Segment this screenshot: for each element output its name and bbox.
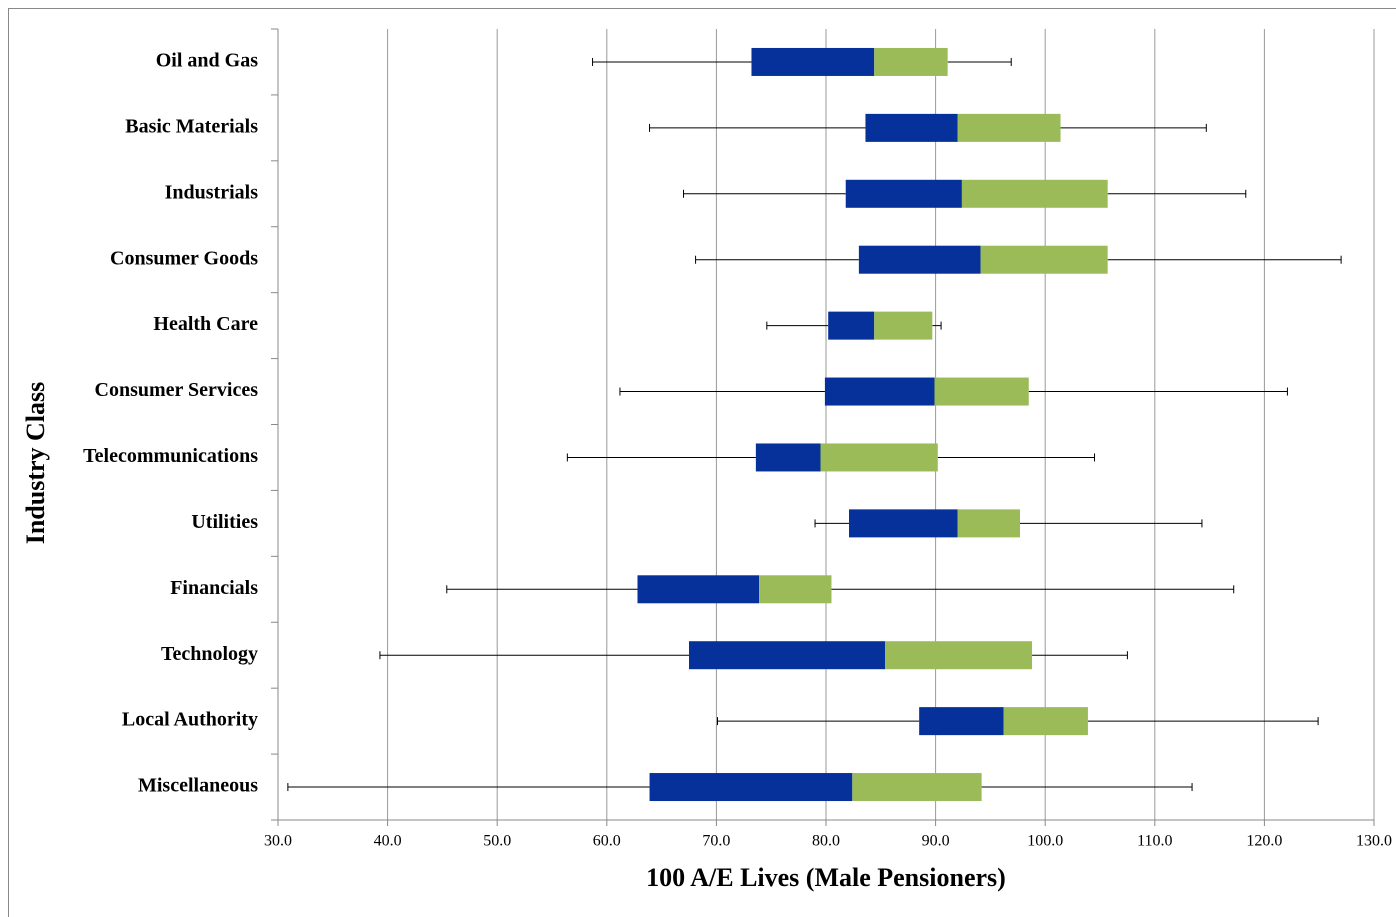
box-lower [849, 509, 958, 538]
box-lower [649, 773, 853, 802]
box-lower [919, 707, 1004, 736]
category-label: Basic Materials [125, 115, 258, 137]
x-axis-title: 100 A/E Lives (Male Pensioners) [646, 863, 1006, 892]
box-upper [957, 113, 1061, 142]
x-tick-label: 60.0 [593, 833, 621, 850]
box-upper [961, 179, 1108, 208]
category-label: Miscellaneous [138, 775, 258, 797]
x-tick-label: 130.0 [1356, 833, 1392, 850]
category-label: Oil and Gas [156, 50, 258, 72]
category-label: Financials [170, 577, 258, 599]
category-label: Technology [161, 643, 258, 665]
box-upper [874, 47, 948, 76]
box-upper [820, 443, 938, 472]
category-label: Health Care [153, 313, 258, 335]
chart-frame [8, 8, 1396, 917]
category-label: Consumer Services [95, 379, 259, 401]
box-lower [689, 641, 886, 670]
box-upper [1003, 707, 1088, 736]
box-upper [980, 245, 1108, 274]
x-tick-label: 70.0 [702, 833, 730, 850]
x-tick-label: 120.0 [1246, 833, 1282, 850]
category-label: Telecommunications [83, 445, 258, 467]
box-upper [885, 641, 1033, 670]
box-lower [824, 377, 935, 406]
box-lower [858, 245, 981, 274]
box-lower [845, 179, 962, 208]
x-tick-label: 100.0 [1027, 833, 1063, 850]
category-label: Consumer Goods [110, 247, 258, 269]
box-upper [874, 311, 933, 340]
box-lower [755, 443, 821, 472]
category-label: Industrials [165, 181, 259, 203]
x-tick-label: 30.0 [264, 833, 292, 850]
x-tick-label: 90.0 [922, 833, 950, 850]
y-axis-title: Industry Class [21, 382, 50, 545]
x-tick-label: 50.0 [483, 833, 511, 850]
box-lower [828, 311, 875, 340]
box-lower [751, 47, 875, 76]
box-upper [852, 773, 982, 802]
box-upper [957, 509, 1020, 538]
category-label: Utilities [191, 511, 258, 533]
box-upper [759, 575, 832, 604]
box-lower [637, 575, 760, 604]
x-tick-label: 110.0 [1137, 833, 1172, 850]
box-lower [865, 113, 958, 142]
x-tick-label: 40.0 [374, 833, 402, 850]
box-upper [934, 377, 1029, 406]
category-label: Local Authority [122, 709, 258, 731]
x-tick-label: 80.0 [812, 833, 840, 850]
